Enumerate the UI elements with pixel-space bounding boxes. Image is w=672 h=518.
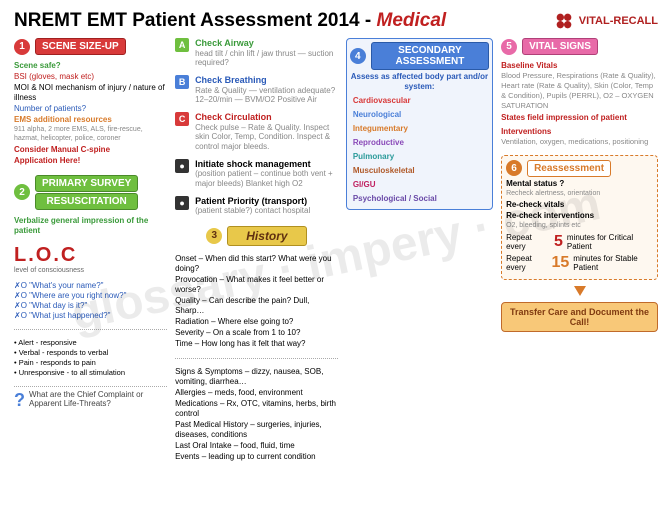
sample-list: Signs & Symptoms – dizzy, nausea, SOB, v… (175, 367, 338, 463)
breathing-title: Check Breathing (195, 75, 338, 86)
loc-subtitle: level of consciousness (14, 267, 167, 274)
airway-title: Check Airway (195, 38, 338, 49)
scene-sizeup-title: SCENE SIZE-UP (35, 38, 126, 55)
arrow-down-icon (574, 286, 586, 296)
loc-heading: L.O.C (14, 244, 167, 267)
letter-c-badge: C (175, 112, 189, 126)
recheck-vitals: Re-check vitals (506, 200, 653, 210)
priority-body: (patient stable?) contact hospital (195, 206, 310, 216)
column-4: 5 VITAL SIGNS Baseline Vitals Blood Pres… (501, 38, 658, 463)
question-icon: ? (14, 390, 25, 411)
field-impression: States field impression of patient (501, 113, 658, 123)
timing-critical: Repeat every 5 minutes for Critical Pati… (506, 233, 653, 251)
chief-complaint-question: ? What are the Chief Complaint or Appare… (14, 386, 167, 411)
divider (14, 329, 167, 330)
clover-icon (553, 10, 575, 32)
breathing-row: B Check Breathing Rate & Quality — venti… (175, 75, 338, 105)
system-psych: Psychological / Social (350, 192, 489, 205)
step-1-badge: 1 (14, 39, 30, 55)
column-1: 1 SCENE SIZE-UP Scene safe? BSI (gloves,… (14, 38, 167, 463)
system-gigu: GI/GU (350, 178, 489, 191)
recheck-int-sub: O2, bleeding, splints etc (506, 222, 653, 231)
logo-text: VITAL-RECALL (579, 15, 658, 27)
shock-title: Initiate shock management (195, 159, 338, 170)
column-2: A Check Airway head tilt / chin lift / j… (175, 38, 338, 463)
system-repro: Reproductive (350, 136, 489, 149)
step-5-badge: 5 (501, 39, 517, 55)
timing-stable: Repeat every 15 minutes for Stable Patie… (506, 254, 653, 272)
primary-survey-title2: RESUSCITATION (35, 193, 138, 210)
scene-sizeup-body: Scene safe? BSI (gloves, mask etc) MOI &… (14, 61, 167, 167)
scene-sizeup-header: 1 SCENE SIZE-UP (14, 38, 167, 55)
loc-block: L.O.C level of consciousness (14, 244, 167, 274)
column-3: 4 SECONDARY ASSESSMENT Assess as affecte… (346, 38, 493, 463)
recheck-interventions: Re-check interventions (506, 211, 653, 221)
circulation-title: Check Circulation (195, 112, 338, 123)
system-cardio: Cardiovascular (350, 94, 489, 107)
primary-survey-header: 2 PRIMARY SURVEY RESUSCITATION (14, 175, 167, 210)
baseline-label: Baseline Vitals (501, 61, 658, 71)
columns-container: 1 SCENE SIZE-UP Scene safe? BSI (gloves,… (14, 38, 658, 463)
vitals-header: 5 VITAL SIGNS (501, 38, 658, 55)
system-pulm: Pulmonary (350, 150, 489, 163)
page-header: NREMT EMT Patient Assessment 2014 - Medi… (14, 10, 658, 32)
airway-row: A Check Airway head tilt / chin lift / j… (175, 38, 338, 68)
step-2-badge: 2 (14, 184, 30, 200)
mental-status: Mental status ? (506, 179, 653, 189)
orientation-questions: ✗O "What's your name?" ✗O "Where are you… (14, 281, 167, 321)
circulation-body: Check pulse – Rate & Quality. Inspect sk… (195, 123, 338, 152)
secondary-title: SECONDARY ASSESSMENT (371, 42, 489, 70)
bullet-icon: ● (175, 196, 189, 210)
general-impression: Verbalize general impression of the pati… (14, 216, 167, 236)
page-title: NREMT EMT Patient Assessment 2014 - Medi… (14, 10, 446, 32)
vitals-list: Blood Pressure, Respirations (Rate & Qua… (501, 71, 658, 110)
priority-row: ● Patient Priority (transport) (patient … (175, 196, 338, 216)
transfer-box: Transfer Care and Document the Call! (501, 302, 658, 332)
primary-survey-title1: PRIMARY SURVEY (35, 175, 138, 192)
step-4-badge: 4 (350, 48, 366, 64)
reassess-title: Reassessment (527, 160, 611, 177)
mental-sub: Recheck alertness, orientation (506, 190, 653, 199)
system-musc: Musculoskeletal (350, 164, 489, 177)
opqrst-list: Onset – When did this start? What were y… (175, 254, 338, 350)
history-header: 3 History (175, 226, 338, 246)
systems-list: Cardiovascular Neurological Integumentar… (350, 94, 489, 205)
brand-logo: VITAL-RECALL (553, 10, 658, 32)
letter-b-badge: B (175, 75, 189, 89)
vitals-title: VITAL SIGNS (522, 38, 598, 55)
secondary-assessment-box: 4 SECONDARY ASSESSMENT Assess as affecte… (346, 38, 493, 210)
interventions-label: Interventions (501, 127, 658, 137)
interventions-body: Ventilation, oxygen, medications, positi… (501, 137, 658, 147)
letter-a-badge: A (175, 38, 189, 52)
title-italic: Medical (377, 10, 447, 31)
step-3-badge: 3 (206, 228, 222, 244)
title-main: NREMT EMT Patient Assessment 2014 - (14, 10, 377, 31)
priority-title: Patient Priority (transport) (195, 196, 310, 207)
shock-row: ● Initiate shock management (position pa… (175, 159, 338, 189)
divider (175, 358, 338, 359)
breathing-body: Rate & Quality — ventilation adequate? 1… (195, 86, 338, 105)
airway-body: head tilt / chin lift / jaw thrust — suc… (195, 49, 338, 68)
shock-body: (position patient – continue both vent +… (195, 169, 338, 188)
system-neuro: Neurological (350, 108, 489, 121)
secondary-sub: Assess as affected body part and/or syst… (350, 72, 489, 92)
bullet-icon: ● (175, 159, 189, 173)
vitals-body: Baseline Vitals Blood Pressure, Respirat… (501, 61, 658, 147)
reassessment-box: 6 Reassessment Mental status ? Recheck a… (501, 155, 658, 281)
avpu-list: • Alert - responsive • Verbal - responds… (14, 338, 167, 378)
circulation-row: C Check Circulation Check pulse – Rate &… (175, 112, 338, 152)
step-6-badge: 6 (506, 160, 522, 176)
system-integ: Integumentary (350, 122, 489, 135)
history-title: History (227, 226, 306, 246)
